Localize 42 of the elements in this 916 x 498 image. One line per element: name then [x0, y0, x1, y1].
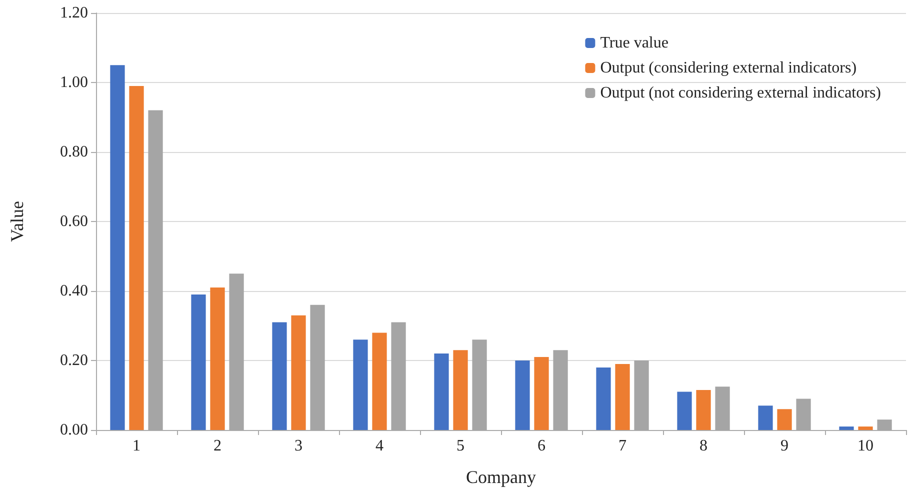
y-tick-label: 0.40: [60, 282, 88, 300]
x-tick-label: 8: [700, 438, 708, 454]
bar: [696, 390, 711, 430]
bar: [191, 294, 206, 430]
y-tick-label: 1.00: [60, 74, 88, 91]
bar: [353, 340, 368, 430]
bar: [272, 322, 287, 430]
bar: [839, 426, 854, 430]
bar: [596, 367, 611, 430]
y-tick-label: 0.60: [60, 213, 88, 230]
bar: [291, 315, 306, 430]
y-tick-label: 1.20: [60, 4, 88, 22]
bar: [453, 350, 468, 430]
bar: [372, 332, 387, 430]
legend-label: True value: [600, 34, 668, 52]
y-axis-title: Value: [7, 201, 27, 242]
bar: [615, 364, 630, 430]
x-tick-label: 10: [858, 438, 874, 454]
legend-label: Output (not considering external indicators): [600, 84, 881, 102]
x-tick-label: 1: [132, 438, 140, 454]
x-tick-label: 4: [376, 438, 384, 454]
x-tick-label: 2: [214, 438, 222, 454]
bar: [858, 426, 873, 430]
legend-label: Output (considering external indicators): [600, 60, 857, 76]
bar: [129, 86, 144, 430]
x-tick-label: 7: [618, 438, 626, 454]
x-axis-title: Company: [466, 467, 536, 487]
bar: [534, 357, 549, 430]
x-tick-label: 6: [538, 438, 546, 454]
y-tick-label: 0.20: [60, 352, 88, 369]
x-tick-label: 3: [294, 438, 302, 454]
x-tick-label: 9: [780, 438, 788, 454]
bar: [434, 354, 449, 430]
bar: [677, 392, 692, 430]
bar: [758, 406, 773, 430]
y-tick-label: 0.00: [60, 422, 88, 438]
bar: [210, 288, 225, 430]
y-tick-label: 0.80: [60, 144, 88, 160]
bar: [515, 360, 530, 430]
x-tick-label: 5: [456, 438, 464, 454]
bar: [110, 65, 125, 430]
bar: [777, 409, 792, 430]
